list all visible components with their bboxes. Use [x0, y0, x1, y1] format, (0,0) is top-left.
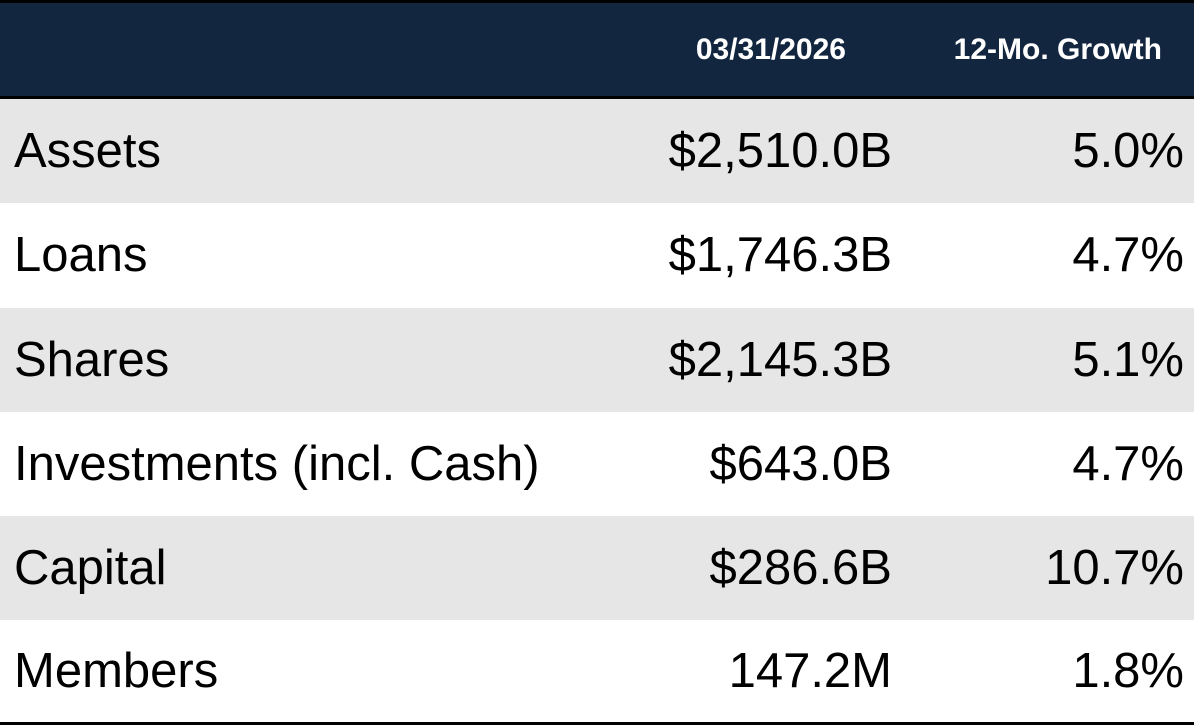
row-growth: 10.7% [1045, 541, 1184, 596]
header-growth: 12-Mo. Growth [953, 33, 1162, 66]
row-value: $643.0B [709, 437, 892, 492]
row-growth: 1.8% [1072, 644, 1184, 699]
row-value: $2,145.3B [668, 332, 892, 387]
table-row-shares: Shares $2,145.3B 5.1% [0, 307, 1194, 412]
table-row-capital: Capital $286.6B 10.7% [0, 516, 1194, 621]
row-growth: 4.7% [1072, 437, 1184, 492]
row-value: $1,746.3B [668, 228, 892, 283]
table-row-investments: Investments (incl. Cash) $643.0B 4.7% [0, 411, 1194, 517]
table-row-loans: Loans $1,746.3B 4.7% [0, 203, 1194, 308]
row-value: $286.6B [709, 541, 892, 596]
row-growth: 5.0% [1072, 124, 1184, 179]
row-value: $2,510.0B [668, 124, 892, 179]
row-growth: 5.1% [1072, 332, 1184, 387]
table-header: 03/31/2026 12-Mo. Growth [0, 0, 1194, 99]
table-body: Assets $2,510.0B 5.0% Loans $1,746.3B 4.… [0, 99, 1194, 725]
table-row-assets: Assets $2,510.0B 5.0% [0, 99, 1194, 204]
table-row-members: Members 147.2M 1.8% [0, 620, 1194, 725]
row-label: Capital [14, 541, 167, 596]
row-label: Assets [14, 124, 162, 179]
row-label: Members [14, 644, 219, 699]
header-date: 03/31/2026 [695, 33, 846, 66]
row-label: Investments (incl. Cash) [14, 437, 540, 492]
row-value: 147.2M [728, 644, 892, 699]
row-label: Shares [14, 332, 170, 387]
row-growth: 4.7% [1072, 228, 1184, 283]
row-label: Loans [14, 228, 148, 283]
